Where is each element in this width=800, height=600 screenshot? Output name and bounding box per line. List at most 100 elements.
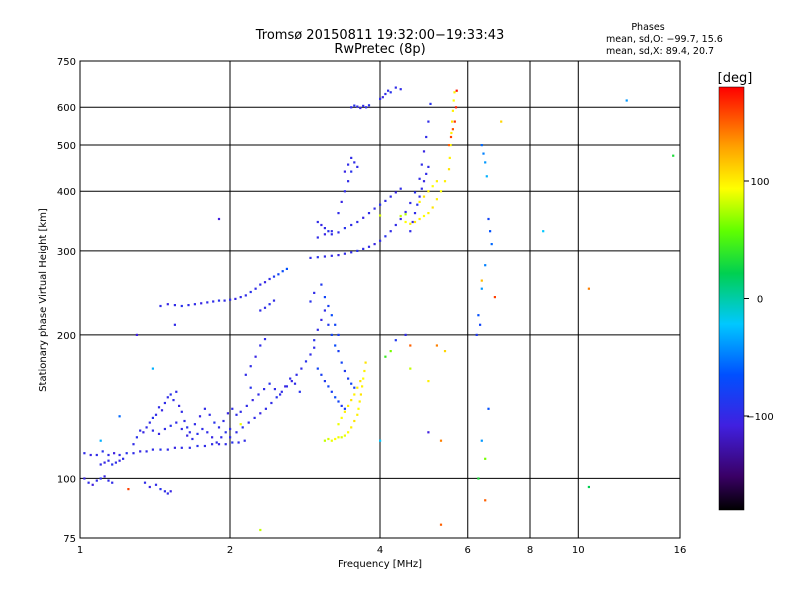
data-point — [343, 434, 346, 437]
data-point — [435, 198, 438, 201]
data-point — [215, 441, 218, 444]
chart-subtitle: RwPretec (8p) — [334, 42, 425, 57]
data-point — [135, 436, 138, 439]
data-point — [337, 436, 340, 439]
data-point — [389, 350, 392, 353]
data-point — [320, 283, 323, 286]
data-point — [316, 367, 319, 370]
data-point — [404, 210, 407, 214]
data-point — [484, 264, 487, 267]
colorbar-gradient — [718, 86, 745, 511]
data-point — [178, 404, 181, 407]
y-tick-label: 750 — [57, 57, 76, 68]
data-point — [87, 481, 90, 484]
data-point — [384, 235, 387, 238]
data-point — [343, 190, 346, 193]
data-point — [270, 401, 273, 405]
data-point — [337, 231, 340, 234]
data-point — [356, 249, 359, 252]
data-point — [427, 120, 430, 123]
data-point — [350, 426, 353, 429]
data-point — [107, 453, 110, 457]
data-point — [180, 304, 183, 308]
data-point — [418, 177, 421, 180]
data-point — [253, 416, 256, 419]
data-point — [132, 443, 135, 446]
colorbar-label: [deg] — [718, 71, 753, 86]
data-point — [139, 450, 142, 453]
data-point — [285, 385, 288, 388]
y-tick-label: 400 — [57, 187, 76, 198]
data-point — [264, 407, 267, 410]
data-point — [148, 485, 151, 489]
data-point — [293, 382, 297, 385]
data-point — [475, 333, 478, 336]
data-point — [272, 275, 276, 278]
data-point — [330, 390, 333, 393]
data-point — [347, 377, 350, 380]
data-point — [394, 339, 397, 342]
data-point — [180, 410, 183, 413]
data-point — [298, 390, 301, 393]
data-point — [101, 450, 104, 453]
data-point — [316, 220, 319, 224]
data-point — [217, 299, 221, 302]
data-point — [201, 427, 204, 431]
data-point — [127, 488, 130, 491]
data-point — [334, 437, 337, 441]
data-point — [343, 410, 346, 413]
data-point — [249, 365, 252, 368]
x-tick-label: 1 — [77, 545, 83, 556]
data-point — [259, 309, 262, 312]
data-point — [452, 99, 455, 102]
colorbar-tick-label: 100 — [750, 177, 769, 188]
data-point — [350, 382, 353, 385]
y-tick-label: 300 — [57, 247, 76, 258]
data-point — [118, 415, 121, 418]
y-tick-label: 200 — [57, 331, 76, 342]
data-point — [259, 344, 262, 347]
data-point — [244, 373, 247, 376]
data-point — [356, 386, 359, 389]
data-point — [487, 217, 490, 221]
data-point — [323, 233, 326, 236]
stats-line-x: mean, sd,X: 89.4, 20.7 — [606, 46, 714, 57]
data-point — [196, 444, 199, 448]
data-point — [337, 423, 340, 426]
y-tick-labels: 75 100 200 300 400 500 600 750 — [57, 57, 76, 545]
data-point — [425, 172, 428, 175]
data-point — [231, 407, 234, 410]
data-point — [99, 477, 102, 480]
data-point — [343, 227, 346, 230]
data-point — [480, 279, 483, 282]
data-point — [359, 380, 362, 383]
x-tick-label: 10 — [572, 545, 585, 556]
data-point — [249, 386, 252, 389]
data-point — [272, 299, 276, 302]
data-point — [187, 304, 190, 307]
data-point — [200, 302, 203, 305]
data-point — [196, 432, 199, 435]
data-point — [231, 441, 234, 444]
data-point — [284, 385, 287, 388]
data-point — [188, 446, 191, 449]
data-point — [249, 290, 252, 294]
data-point — [151, 448, 154, 451]
data-point — [145, 450, 148, 453]
data-point — [206, 301, 209, 304]
data-point — [343, 369, 346, 373]
data-point — [229, 436, 232, 439]
data-point — [151, 429, 154, 432]
data-point — [327, 323, 330, 326]
data-point — [220, 436, 223, 439]
data-point — [313, 291, 316, 294]
data-point — [409, 344, 412, 347]
data-point — [166, 492, 169, 495]
data-point — [254, 287, 257, 290]
data-point — [99, 463, 102, 466]
data-point — [245, 404, 248, 407]
data-point — [163, 427, 166, 431]
data-point — [268, 303, 271, 306]
data-point — [399, 88, 402, 91]
